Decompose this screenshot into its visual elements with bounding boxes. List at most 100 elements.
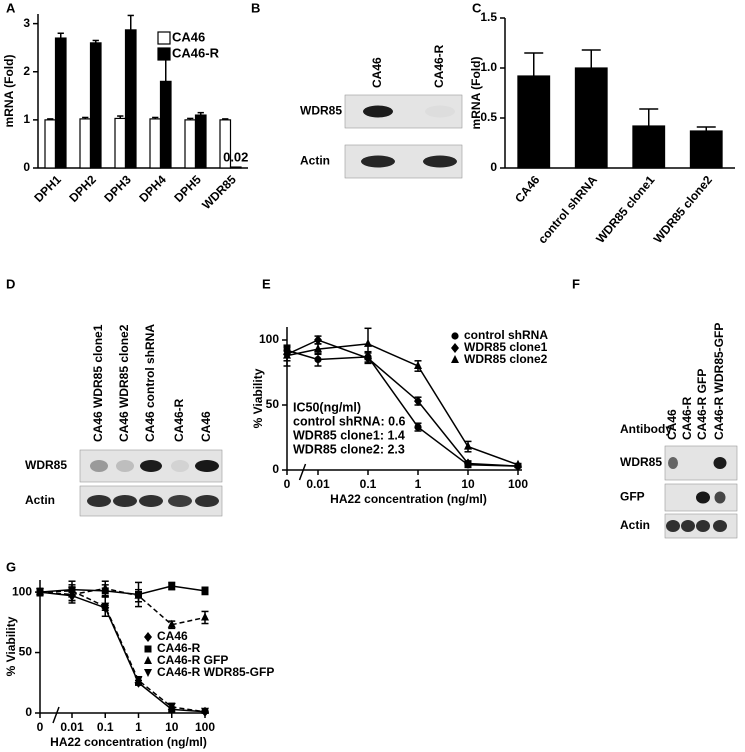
series-line: [39, 591, 206, 713]
y-tick-label: 0: [25, 705, 32, 719]
row-label: WDR85: [25, 458, 67, 472]
band: [714, 491, 726, 504]
marker: [414, 396, 422, 407]
bar: [632, 125, 666, 169]
marker: [201, 587, 209, 595]
legend-marker: [144, 656, 152, 664]
marker: [134, 590, 143, 599]
value-label: 0.02: [223, 149, 248, 164]
x-tick-label: DPH5: [171, 172, 204, 205]
legend-marker: [451, 332, 459, 340]
marker: [314, 355, 322, 364]
axis-break: [52, 706, 60, 724]
marker: [134, 676, 143, 685]
panel-label: E: [262, 276, 271, 291]
legend-label: WDR85 clone1: [464, 340, 548, 354]
y-tick-label: 0: [272, 462, 279, 476]
lane-label: CA46-R: [172, 398, 186, 442]
x-tick-label: WDR85 clone1: [593, 173, 658, 246]
panel-label: A: [6, 0, 16, 15]
y-tick-label: 50: [19, 645, 33, 659]
lane-label: CA46-R GFP: [695, 369, 709, 440]
marker: [68, 586, 76, 595]
legend-marker: [144, 645, 152, 653]
series-line: [286, 339, 519, 467]
x-tick-label: CA46: [512, 173, 543, 206]
row-label: WDR85: [300, 104, 342, 118]
x-tick-label: DPH3: [101, 172, 134, 205]
bar: [44, 119, 57, 169]
legend-label: CA46: [172, 29, 205, 44]
panel-label: G: [6, 559, 16, 574]
band: [363, 105, 393, 118]
marker: [514, 459, 522, 468]
y-tick-label: 0: [490, 160, 497, 174]
y-tick-label: 100: [12, 584, 32, 598]
band: [116, 460, 134, 472]
row-label: Actin: [620, 518, 650, 532]
x-axis-label: HA22 concentration (ng/ml): [50, 735, 207, 749]
band: [90, 460, 108, 472]
marker: [364, 338, 372, 347]
marker: [167, 619, 176, 628]
band: [195, 460, 219, 472]
series-line: [39, 590, 206, 713]
marker: [167, 702, 176, 711]
bar: [184, 119, 197, 169]
x-tick-label: DPH4: [136, 172, 169, 205]
lane-label: CA46: [665, 409, 679, 440]
y-tick-label: 1.0: [480, 60, 497, 74]
lane-label: CA46 WDR85 clone1: [91, 324, 105, 442]
x-tick-label: 100: [508, 477, 528, 491]
bar: [89, 42, 102, 169]
row-label: Actin: [25, 493, 55, 507]
x-tick-label: 0.01: [306, 477, 330, 491]
legend-marker: [451, 355, 459, 363]
marker: [283, 350, 291, 359]
y-tick-label: 50: [266, 397, 280, 411]
bar: [54, 37, 67, 169]
marker: [464, 441, 472, 450]
series-line: [286, 349, 519, 467]
band: [168, 495, 192, 507]
x-tick-label: 1: [415, 477, 422, 491]
lane-label: CA46: [199, 411, 213, 442]
legend-label: CA46-R: [157, 641, 201, 655]
marker: [201, 612, 209, 621]
panel-label: C: [472, 0, 482, 15]
band: [361, 155, 395, 168]
legend-label: control shRNA: [464, 328, 548, 342]
bar: [574, 67, 608, 169]
annotation: control shRNA: 0.6: [293, 414, 406, 428]
legend-label: CA46-R GFP: [157, 653, 228, 667]
y-axis-label: % Viability: [251, 368, 265, 428]
marker: [36, 588, 44, 597]
x-tick-label: WDR85 clone2: [651, 173, 716, 246]
y-tick-label: 0: [23, 160, 30, 174]
lane-label: CA46: [370, 57, 384, 88]
legend-label: WDR85 clone2: [464, 352, 548, 366]
band: [171, 460, 189, 472]
marker: [414, 423, 422, 431]
band: [713, 520, 727, 532]
band: [425, 106, 455, 118]
lane-label: CA46-R: [680, 396, 694, 440]
y-tick-label: 2: [23, 64, 30, 78]
bar: [689, 130, 723, 169]
bar: [114, 117, 127, 169]
lane-label: CA46 WDR85 clone2: [117, 324, 131, 442]
x-tick-label: 0.1: [360, 477, 377, 491]
band: [423, 155, 457, 168]
marker: [314, 335, 322, 345]
marker: [168, 582, 176, 590]
band: [195, 495, 219, 507]
legend-swatch: [157, 47, 171, 61]
band: [668, 457, 678, 469]
annotation: IC50(ng/ml): [293, 400, 361, 414]
x-tick-label: 0.1: [97, 720, 114, 734]
bar: [517, 75, 551, 169]
lane-label: CA46-R: [432, 44, 446, 88]
bar: [194, 114, 207, 169]
panel-label: F: [572, 276, 580, 291]
